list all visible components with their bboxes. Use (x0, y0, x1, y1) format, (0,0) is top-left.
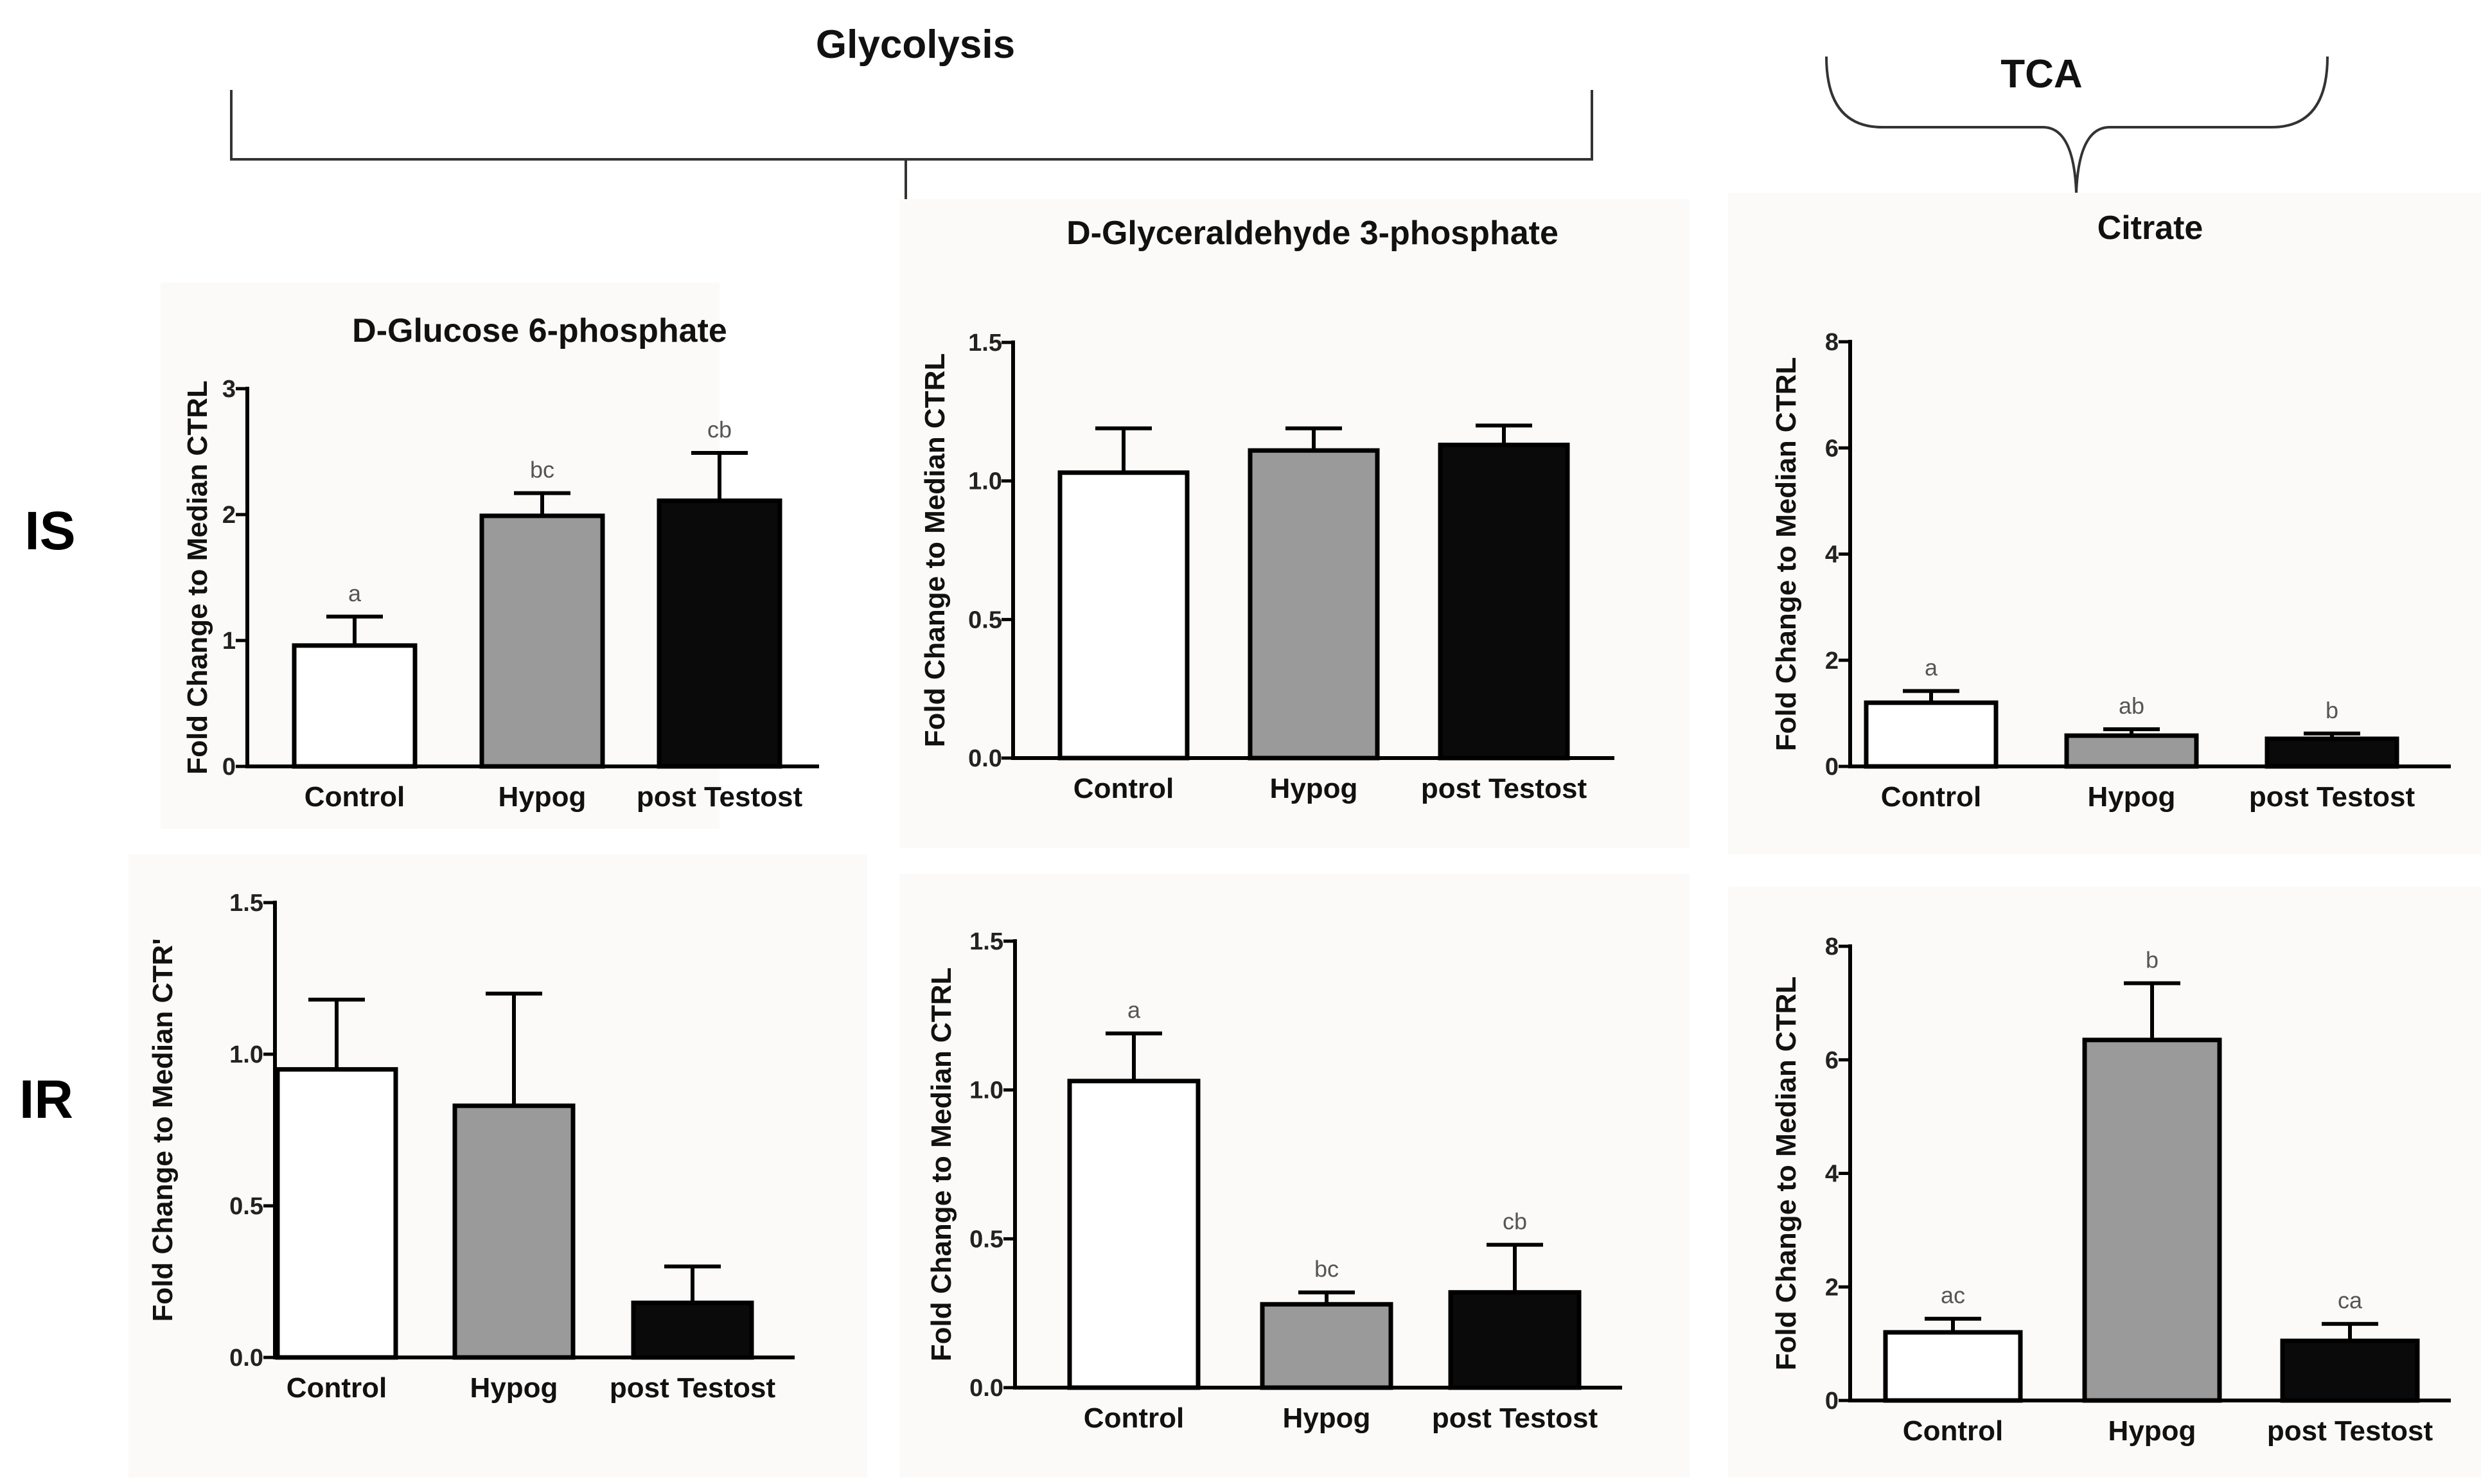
is-citrate-x-tick-label-control: Control (1881, 781, 1981, 813)
is-citrate-y-axis-label: Fold Change to Median CTRL (1770, 357, 1802, 752)
ir-g3p-x-tick-label-control: Control (1084, 1402, 1184, 1434)
ir-g3p-y-tick-label: 1.0 (969, 1077, 1003, 1104)
ir-citrate-y-tick-label: 2 (1825, 1274, 1839, 1301)
ir-g6p-y-tick-label: 0.5 (229, 1193, 263, 1220)
ir-g3p-bar-post-testost (1448, 1290, 1582, 1390)
is-g3p-bar-control (1057, 470, 1190, 761)
is-g3p-title: D-Glyceraldehyde 3-phosphate (1066, 215, 1558, 252)
is-citrate-bar-post-testost (2265, 736, 2399, 769)
ir-g3p-y-tick-label: 1.5 (969, 928, 1003, 955)
is-g3p-y-tick-label: 1.0 (968, 468, 1002, 495)
is-citrate-y-tick-label: 8 (1825, 329, 1839, 356)
is-citrate-bar-control (1864, 700, 1999, 769)
chart-panel-ir-glyceraldehyde-3-phosphate: Fold Change to Median CTRL 0.0 0.5 1.0 1.5 a C… (899, 874, 1690, 1478)
is-g6p-y-tick-label: 1 (222, 628, 236, 655)
is-g3p-bar-post-testost (1438, 443, 1570, 761)
ir-citrate-y-tick-label: 4 (1825, 1161, 1839, 1188)
is-g3p-y-tick-label: 0.5 (968, 606, 1002, 633)
ir-citrate-x-tick-label-hypog: Hypog (2108, 1415, 2196, 1447)
is-g6p-background (161, 283, 720, 829)
ir-citrate-y-tick-label: 0 (1825, 1388, 1839, 1415)
is-citrate-title: Citrate (2097, 209, 2203, 247)
is-citrate-y-tick-label: 0 (1825, 754, 1839, 781)
is-g6p-significance-hypog: bc (530, 457, 554, 483)
ir-g3p-x-tick-label-post-testost: post Testost (1432, 1402, 1598, 1434)
is-citrate-y-tick-label: 2 (1825, 648, 1839, 675)
ir-g6p-bar-control (275, 1067, 398, 1360)
ir-g6p-y-tick-label: 1.0 (229, 1041, 263, 1068)
ir-citrate-x-tick-label-post-testost: post Testost (2267, 1415, 2433, 1447)
is-g6p-significance-post-testost: cb (707, 416, 732, 443)
is-citrate-significance-control: a (1925, 655, 1938, 681)
ir-citrate-y-tick-label: 6 (1825, 1047, 1839, 1074)
is-citrate-x-tick-label-hypog: Hypog (2088, 781, 2176, 813)
ir-g6p-y-axis-label: Fold Change to Median CTR' (147, 938, 179, 1321)
is-g3p-bar-hypog (1248, 448, 1380, 761)
chart-panel-ir-citrate: Fold Change to Median CTRL 0 2 4 6 8 ac Control… (1728, 887, 2481, 1478)
is-g3p-x-tick-label-post-testost: post Testost (1421, 773, 1587, 804)
ir-citrate-bar-control (1883, 1330, 2023, 1403)
ir-g3p-y-tick-label: 0.5 (969, 1226, 1003, 1253)
ir-g3p-significance-hypog: bc (1314, 1256, 1339, 1282)
is-g6p-y-axis-label: Fold Change to Median CTRL (182, 380, 213, 775)
ir-g6p-x-tick-label-post-testost: post Testost (610, 1372, 776, 1404)
chart-panel-is-glyceraldehyde-3-phosphate: D-Glyceraldehyde 3-phosphate Fold Change … (899, 199, 1690, 848)
tca-title: TCA (2000, 52, 2082, 96)
is-citrate-y-tick-label: 4 (1825, 542, 1839, 569)
is-g6p-x-tick-label-control: Control (305, 781, 405, 813)
is-citrate-y-tick-label: 6 (1825, 435, 1839, 462)
is-g6p-x-tick-label-hypog: Hypog (499, 781, 587, 813)
is-citrate-bar-hypog (2064, 733, 2199, 769)
ir-g3p-y-tick-label: 0.0 (969, 1375, 1003, 1402)
ir-citrate-y-axis-label: Fold Change to Median CTRL (1770, 976, 1802, 1371)
is-g3p-x-tick-label-hypog: Hypog (1270, 773, 1358, 804)
ir-citrate-significance-hypog: b (2146, 946, 2159, 973)
is-g3p-y-tick-label: 0.0 (968, 745, 1002, 772)
is-citrate-significance-hypog: ab (2119, 693, 2144, 719)
ir-g6p-bar-hypog (452, 1103, 576, 1360)
ir-g6p-y-tick-label: 1.5 (229, 890, 263, 917)
is-g6p-bar-hypog (479, 513, 605, 769)
ir-g3p-bar-hypog (1260, 1302, 1393, 1390)
chart-panel-ir-glucose-6-phosphate: Fold Change to Median CTR' 0.0 0.5 1.0 1.5 Co… (128, 854, 867, 1478)
is-g6p-title: D-Glucose 6-phosphate (352, 312, 727, 349)
ir-g6p-y-tick-label: 0.0 (229, 1345, 263, 1372)
ir-citrate-significance-control: ac (1941, 1282, 1965, 1309)
ir-g3p-significance-post-testost: cb (1503, 1208, 1527, 1235)
chart-panel-is-citrate: Citrate Fold Change to Median CTRL 0 2 4 6 8 a C… (1728, 193, 2481, 854)
is-g6p-x-tick-label-post-testost: post Testost (637, 781, 803, 813)
is-g6p-y-tick-label: 2 (222, 502, 236, 529)
is-g6p-bar-control (292, 643, 418, 769)
ir-g3p-y-axis-label: Fold Change to Median CTRL (926, 967, 957, 1362)
ir-citrate-significance-post-testost: ca (2338, 1287, 2363, 1314)
is-g6p-y-tick-label: 0 (222, 754, 236, 781)
ir-g6p-bar-post-testost (631, 1300, 754, 1360)
is-citrate-x-tick-label-post-testost: post Testost (2249, 781, 2415, 813)
is-citrate-significance-post-testost: b (2326, 697, 2338, 723)
ir-g3p-significance-control: a (1127, 997, 1141, 1023)
ir-citrate-bar-post-testost (2280, 1338, 2420, 1403)
ir-g6p-x-tick-label-hypog: Hypog (470, 1372, 558, 1404)
ir-g3p-x-tick-label-hypog: Hypog (1283, 1402, 1371, 1434)
is-g6p-y-tick-label: 3 (222, 376, 236, 403)
ir-citrate-x-tick-label-control: Control (1903, 1415, 2003, 1447)
ir-g3p-bar-control (1067, 1079, 1201, 1390)
row-label-ir: IR (19, 1069, 73, 1129)
ir-citrate-bar-hypog (2082, 1038, 2222, 1403)
ir-citrate-y-tick-label: 8 (1825, 933, 1839, 960)
ir-g6p-x-tick-label-control: Control (287, 1372, 387, 1404)
is-g3p-x-tick-label-control: Control (1073, 773, 1174, 804)
is-g6p-significance-control: a (348, 580, 362, 606)
is-g6p-bar-post-testost (657, 498, 782, 769)
row-label-is: IS (24, 500, 75, 561)
is-g3p-y-axis-label: Fold Change to Median CTRL (919, 353, 951, 748)
is-g3p-y-tick-label: 1.5 (968, 330, 1002, 357)
glycolysis-title: Glycolysis (816, 22, 1015, 67)
chart-panel-is-glucose-6-phosphate: D-Glucose 6-phosphate Fold Change to Medi… (161, 283, 819, 829)
